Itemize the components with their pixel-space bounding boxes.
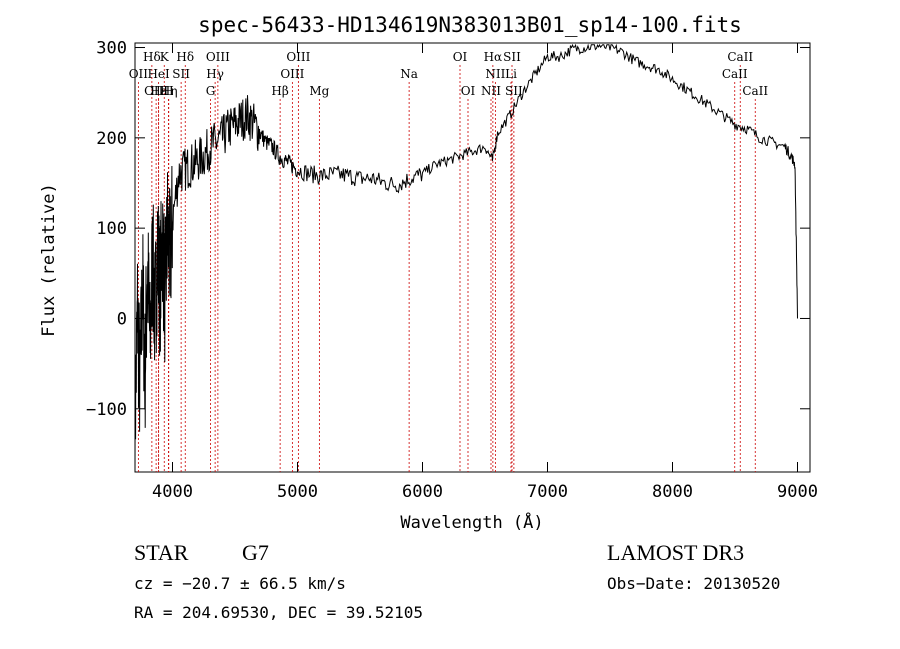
object-subclass: G7 <box>242 540 269 565</box>
x-tick-label: 7000 <box>527 482 568 502</box>
ra-dec: RA = 204.69530, DEC = 39.52105 <box>134 603 423 622</box>
line-label: Hγ <box>206 67 224 81</box>
line-label: G <box>206 84 216 98</box>
y-axis-ticks: −100 0 100 200 300 <box>86 39 810 420</box>
line-label: OIII <box>144 84 168 98</box>
line-label: Hδ <box>176 50 194 64</box>
x-tick-label: 5000 <box>277 482 318 502</box>
line-label: SII <box>503 50 521 64</box>
line-label: Hβ <box>271 84 288 98</box>
plot-frame <box>134 42 811 473</box>
object-class: STAR <box>134 540 189 565</box>
line-label: OIII <box>280 67 304 81</box>
line-label: Hε <box>150 84 167 98</box>
x-axis-ticks: 4000 5000 6000 7000 8000 9000 <box>152 43 818 502</box>
x-axis-label: Wavelength (Å) <box>400 511 543 533</box>
line-label: Na <box>400 67 418 81</box>
line-label: Hη <box>160 84 178 98</box>
line-label: Mg <box>309 84 329 98</box>
y-tick-label: 300 <box>96 39 127 59</box>
line-label: OIII <box>206 50 230 64</box>
x-tick-label: 6000 <box>402 482 443 502</box>
y-tick-label: 200 <box>96 129 127 149</box>
obs-date: Obs−Date: 20130520 <box>607 574 781 593</box>
spectrum-line <box>134 43 798 471</box>
x-tick-label: 8000 <box>652 482 693 502</box>
line-label: H <box>163 84 173 98</box>
line-label: CaII <box>722 67 748 81</box>
line-label: NII <box>481 84 501 98</box>
line-label: OI <box>453 50 468 64</box>
redshift-cz: cz = −20.7 ± 66.5 km/s <box>134 574 346 593</box>
line-label: NII <box>485 67 505 81</box>
chart-title: spec-56433-HD134619N383013B01_sp14-100.f… <box>198 13 742 37</box>
line-label: SII <box>505 84 523 98</box>
y-axis-label: Flux (relative) <box>39 183 59 337</box>
line-label: K <box>160 50 170 64</box>
line-label: OII <box>129 67 149 81</box>
line-label: OIII <box>286 50 310 64</box>
line-label: Hδ <box>143 50 161 64</box>
x-tick-label: 4000 <box>152 482 193 502</box>
x-tick-label: 9000 <box>777 482 818 502</box>
line-label: SII <box>172 67 190 81</box>
line-label: HeI <box>147 67 170 81</box>
line-label: OI <box>461 84 476 98</box>
line-label: CaII <box>742 84 768 98</box>
y-tick-label: 0 <box>117 309 127 329</box>
line-label: CaII <box>727 50 753 64</box>
survey-name: LAMOST DR3 <box>607 540 745 565</box>
y-tick-label: −100 <box>86 400 127 420</box>
line-label: Hα <box>484 50 503 64</box>
line-label: Li <box>505 67 517 81</box>
y-tick-label: 100 <box>96 219 127 239</box>
